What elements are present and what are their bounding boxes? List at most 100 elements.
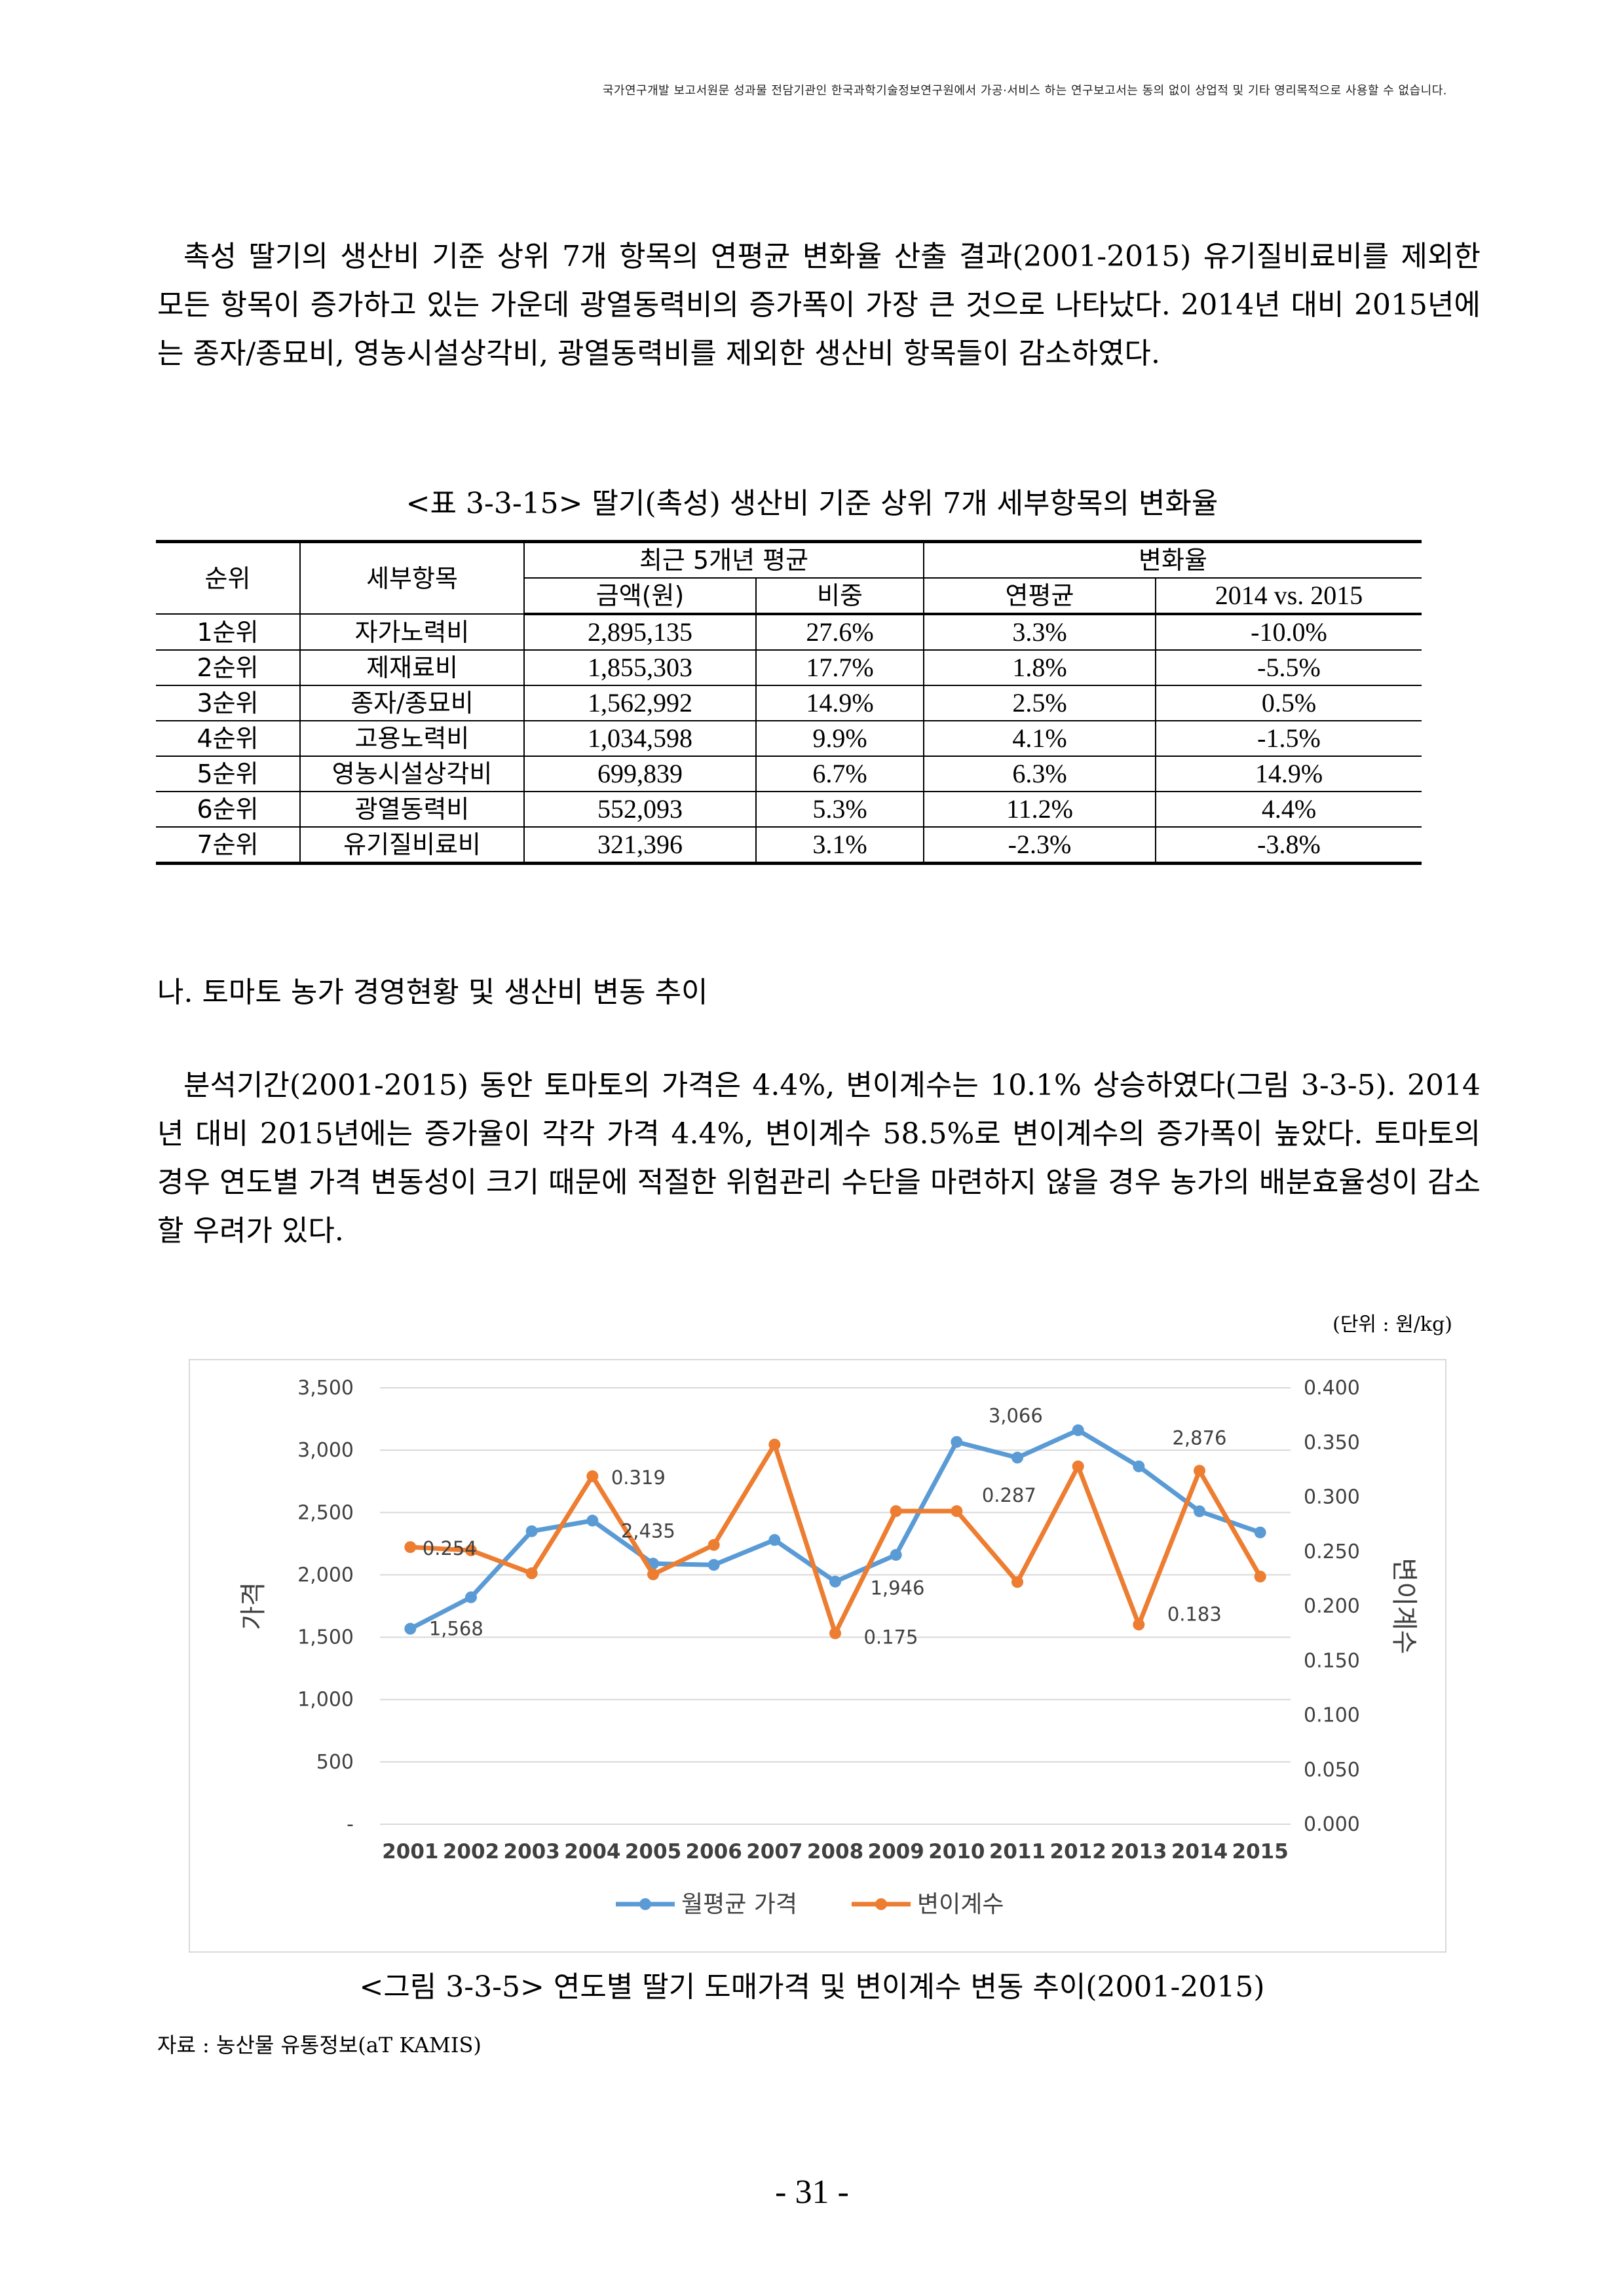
unit-note: (단위 : 원/kg) [1332,1313,1452,1336]
y-right-tick-label: 0.300 [1304,1486,1360,1509]
data-point-cv [829,1627,841,1639]
x-tick-label: 2007 [746,1840,803,1864]
cell-yoy: 4.4% [1155,791,1422,828]
y-right-axis-title: 변이계수 [1389,1558,1419,1654]
y-left-tick-label: 2,500 [297,1501,354,1524]
cell-yoy: 0.5% [1155,685,1422,721]
cell-annual: 1.8% [923,649,1156,686]
data-point-price [1072,1424,1084,1436]
cell-share: 9.9% [755,720,924,757]
x-tick-label: 2010 [928,1840,985,1864]
data-point-cv [465,1544,477,1557]
y-left-tick-label: 1,000 [297,1689,354,1712]
cell-amount: 321,396 [523,826,757,865]
cell-amount: 1,034,598 [523,720,757,757]
data-point-cv [1133,1618,1145,1631]
x-tick-label: 2014 [1171,1840,1228,1864]
data-label: 1,568 [429,1618,483,1640]
header-amount: 금액(원) [524,577,757,615]
data-point-price [890,1548,902,1561]
y-right-tick-label: 0.050 [1304,1759,1360,1782]
data-point-cv [890,1505,902,1518]
x-tick-label: 2012 [1050,1840,1106,1864]
series-line-price [409,1428,1261,1631]
header-item: 세부항목 [299,540,525,615]
cell-item: 광열동력비 [299,791,525,828]
data-label: 2,876 [1172,1427,1226,1449]
copyright-notice: 국가연구개발 보고서원문 성과물 전담기관인 한국과학기술정보연구원에서 가공·… [602,84,1447,98]
table-row: 5순위 영농시설상각비 699,839 6.7% 6.3% 14.9% [156,756,1422,792]
header-annual: 연평균 [923,577,1156,615]
cell-share: 5.3% [755,791,924,828]
y-left-tick-label: - [347,1813,354,1836]
data-point-cv [586,1470,599,1482]
cell-item: 유기질비료비 [299,826,525,865]
data-label: 0.319 [611,1466,666,1489]
table-row: 1순위 자가노력비 2,895,135 27.6% 3.3% -10.0% [156,613,1422,651]
cell-annual: 3.3% [923,613,1156,651]
y-left-tick-label: 500 [316,1751,354,1774]
cell-yoy: -3.8% [1155,826,1422,865]
data-point-price [1133,1460,1145,1472]
data-point-cv [525,1567,538,1580]
section-heading: 나. 토마토 농가 경영현황 및 생산비 변동 추이 [157,976,708,1009]
data-point-price [465,1591,477,1603]
data-point-cv [1194,1464,1205,1477]
cell-annual: -2.3% [923,826,1156,865]
header-rank: 순위 [156,540,301,615]
x-tick-label: 2004 [564,1840,620,1864]
cell-item: 영농시설상각비 [299,756,525,792]
cell-share: 17.7% [755,649,924,686]
y-left-tick-label: 1,500 [297,1626,354,1649]
cell-annual: 2.5% [923,685,1156,721]
legend-label: 변이계수 [917,1891,1004,1918]
data-point-price [1254,1526,1266,1539]
y-right-tick-label: 0.200 [1304,1595,1360,1618]
data-label: 2,435 [621,1520,675,1542]
x-tick-label: 2002 [443,1840,499,1864]
table-row: 6순위 광열동력비 552,093 5.3% 11.2% 4.4% [156,791,1422,828]
cell-annual: 11.2% [923,791,1156,828]
cell-share: 6.7% [755,756,924,792]
page-number: - 31 - [775,2173,849,2211]
data-point-price [586,1514,599,1527]
header-yoy: 2014 vs. 2015 [1155,577,1422,615]
data-point-cv [768,1438,781,1451]
data-label: 0.287 [982,1484,1036,1506]
x-tick-label: 2005 [625,1840,681,1864]
x-tick-label: 2013 [1110,1840,1167,1864]
table-row: 7순위 유기질비료비 321,396 3.1% -2.3% -3.8% [156,826,1422,865]
data-point-cv [951,1505,963,1518]
data-point-price [1011,1451,1023,1464]
cell-rank: 7순위 [156,826,301,865]
data-point-cv [404,1541,417,1554]
cell-amount: 1,855,303 [523,649,757,686]
cell-yoy: 14.9% [1155,756,1422,792]
data-point-price [525,1525,538,1537]
data-point-cv [647,1568,659,1580]
data-point-price [829,1575,841,1588]
x-tick-label: 2011 [989,1840,1046,1864]
y-right-tick-label: 0.000 [1304,1813,1360,1836]
figure-caption: <그림 3-3-5> 연도별 딸기 도매가격 및 변이계수 변동 추이(2001… [359,1970,1265,2004]
cell-share: 27.6% [755,613,924,651]
data-label: 0.183 [1167,1603,1222,1625]
x-tick-label: 2006 [686,1840,742,1864]
x-tick-label: 2008 [807,1840,863,1864]
cell-yoy: -1.5% [1155,720,1422,757]
cell-amount: 699,839 [523,756,757,792]
x-tick-label: 2009 [868,1840,924,1864]
x-tick-label: 2003 [504,1840,560,1864]
cost-change-table: 순위 세부항목 최근 5개년 평균 변화율 금액(원) 비중 연평균 2014 … [156,540,1422,865]
x-tick-label: 2001 [382,1840,438,1864]
x-tick-label: 2015 [1232,1840,1289,1864]
legend-label: 월평균 가격 [681,1891,797,1918]
y-left-axis-title: 가격 [238,1582,269,1630]
cell-rank: 2순위 [156,649,301,686]
cell-yoy: -10.0% [1155,613,1422,651]
data-point-cv [1072,1460,1084,1472]
series-line-cv [410,1442,1262,1636]
paragraph-strawberry-cost: 촉성 딸기의 생산비 기준 상위 7개 항목의 연평균 변화율 산출 결과(20… [157,240,1481,370]
table-row: 3순위 종자/종묘비 1,562,992 14.9% 2.5% 0.5% [156,685,1422,721]
y-right-tick-label: 0.400 [1304,1377,1360,1400]
